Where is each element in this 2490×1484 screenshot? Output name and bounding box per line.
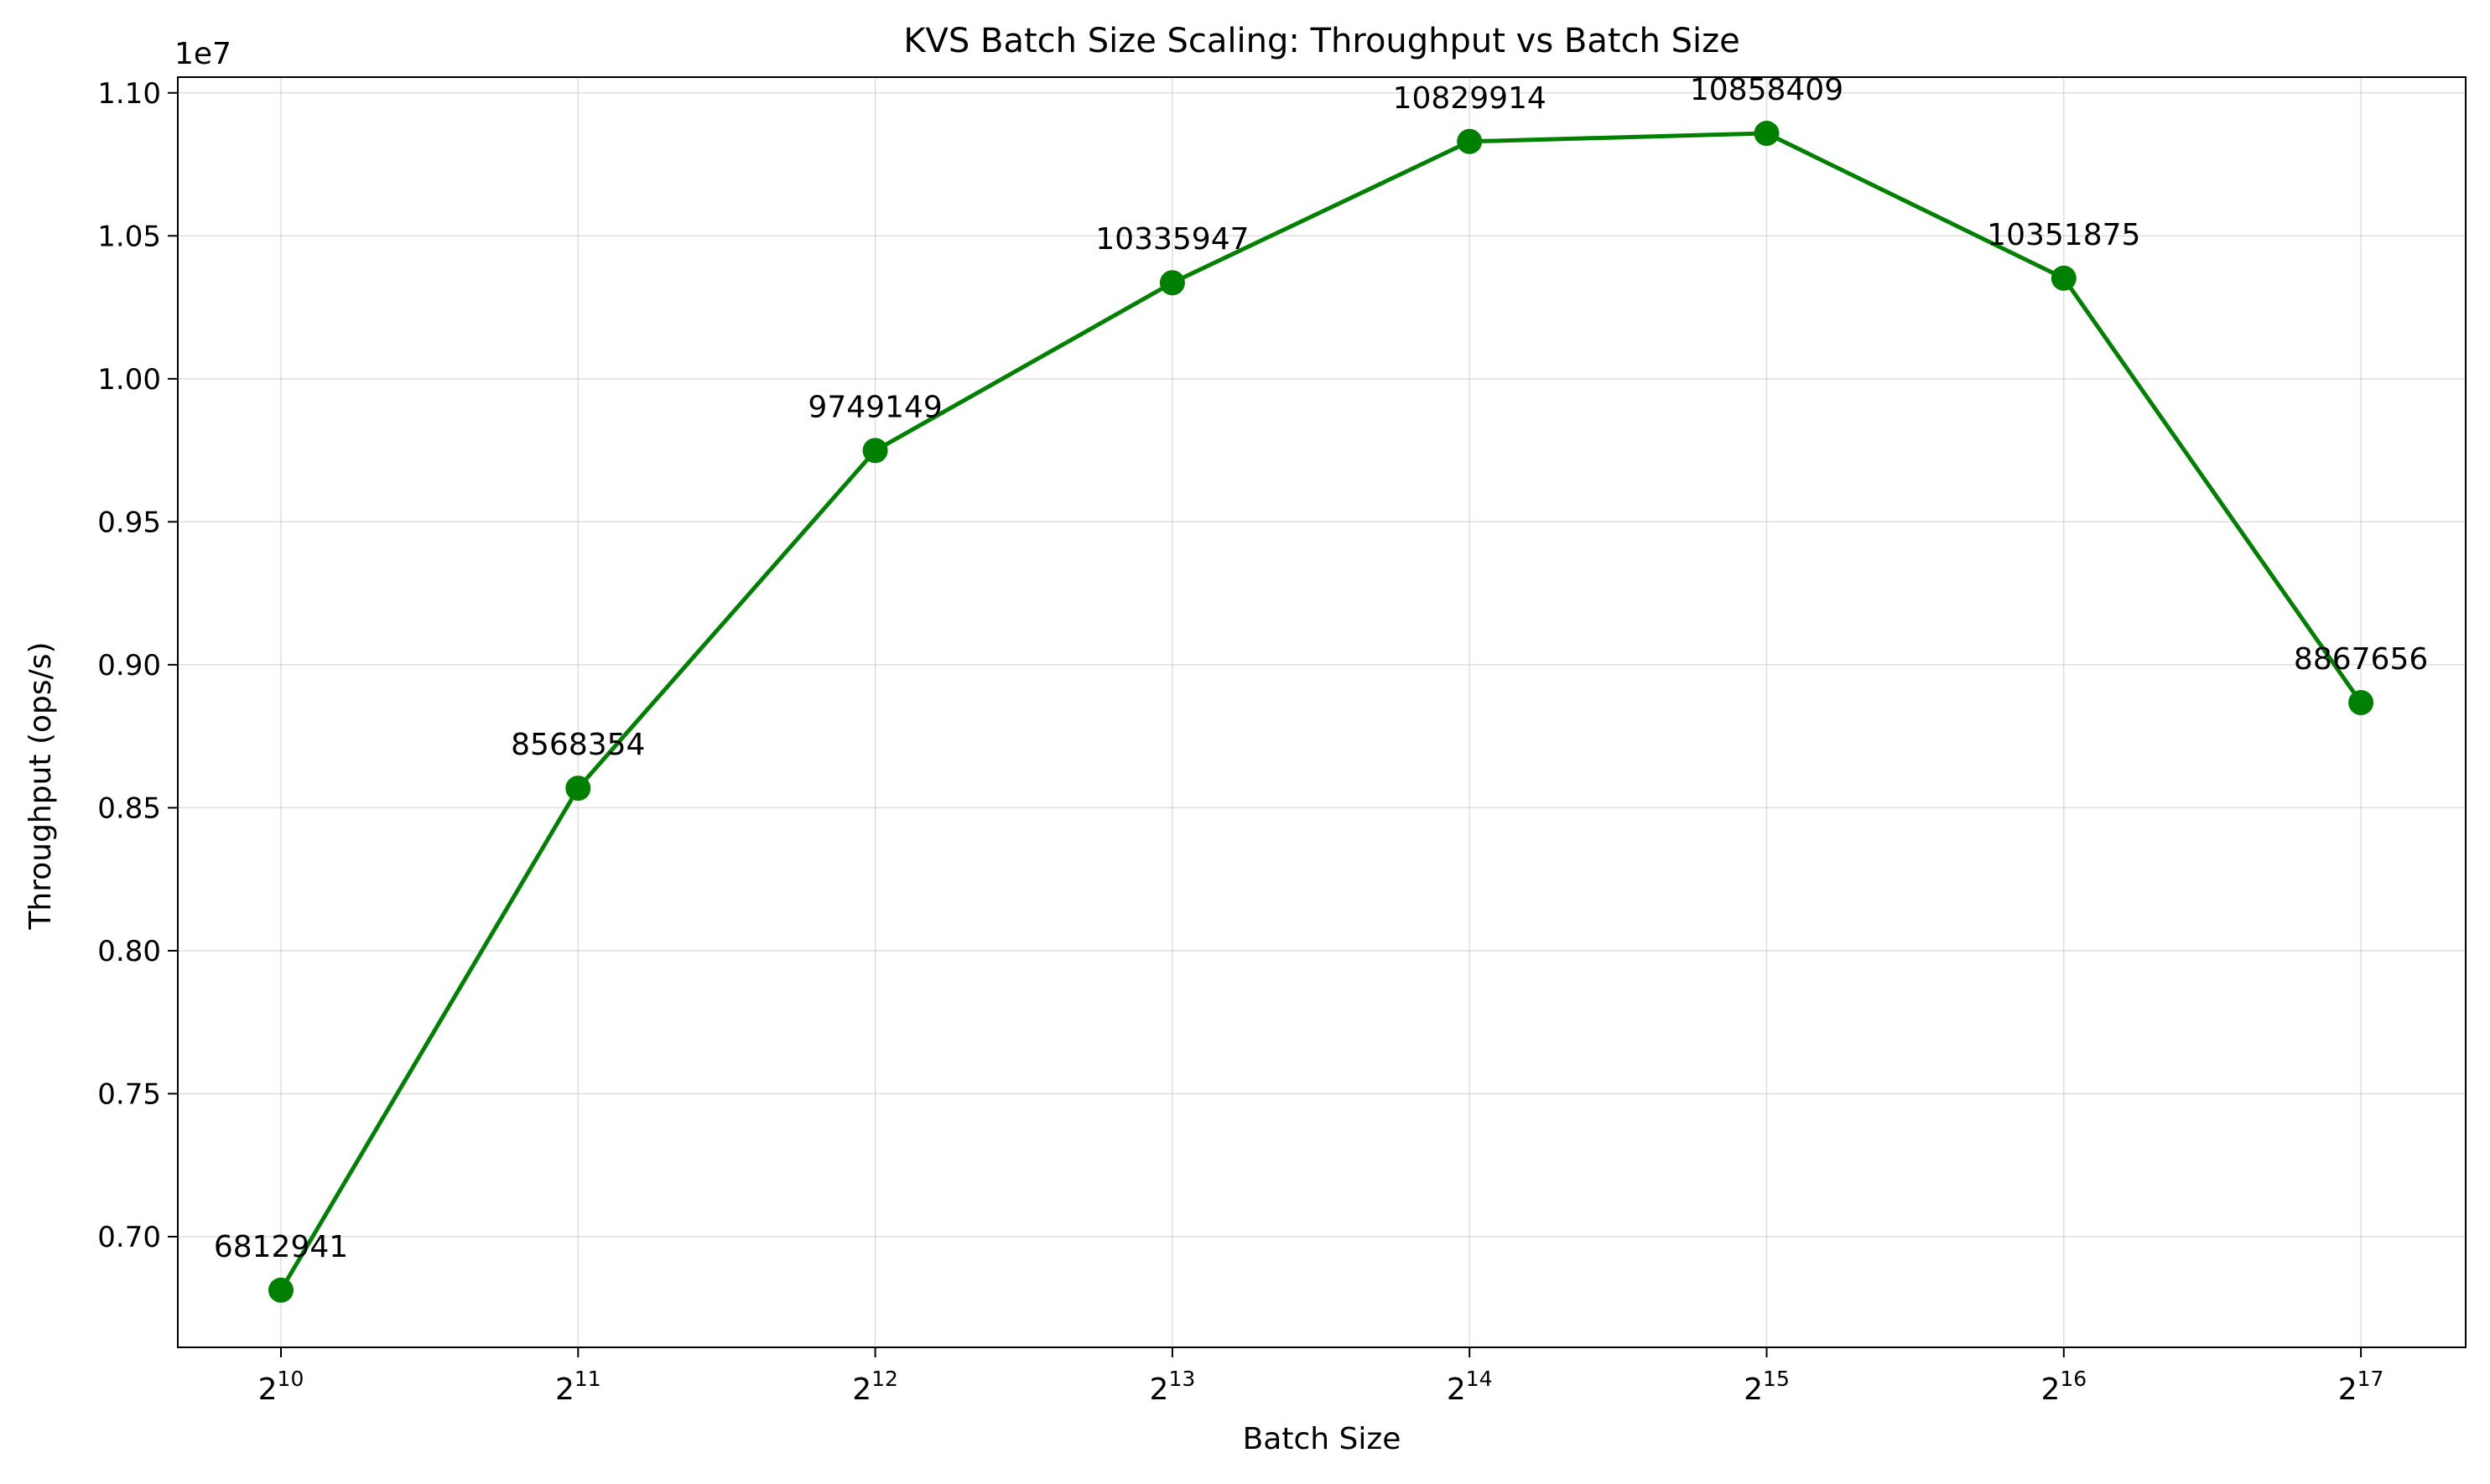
data-label: 6812941 <box>214 1230 348 1264</box>
x-tick-label: 217 <box>2338 1367 2384 1407</box>
data-point <box>268 1277 294 1303</box>
x-tick-label: 213 <box>1150 1367 1196 1407</box>
x-tick-label: 211 <box>555 1367 601 1407</box>
axis-ticks: 0.70 0.75 0.80 0.85 0.90 0.95 1.00 1.05 1.10 210 2… <box>97 77 2383 1407</box>
data-point <box>2348 690 2374 716</box>
y-axis-label: Throughput (ops/s) <box>23 641 58 930</box>
data-point <box>1159 270 1185 296</box>
data-point <box>565 776 591 802</box>
y-tick-label: 0.90 <box>97 649 161 682</box>
series-line <box>278 131 2363 1293</box>
y-tick-label: 1.10 <box>97 77 161 111</box>
data-label: 10351875 <box>1987 218 2140 252</box>
x-tick-label: 214 <box>1447 1367 1493 1407</box>
data-point <box>2051 265 2077 291</box>
data-point <box>862 438 888 464</box>
data-point <box>1457 128 1483 154</box>
data-label: 10829914 <box>1393 81 1547 116</box>
data-label: 9749149 <box>808 390 942 424</box>
x-tick-label: 216 <box>2040 1367 2087 1407</box>
chart-title: KVS Batch Size Scaling: Throughput vs Ba… <box>903 22 1739 60</box>
y-tick-label: 0.80 <box>97 935 161 968</box>
data-label: 10335947 <box>1095 222 1249 257</box>
plot-frame <box>177 76 2467 1348</box>
x-tick-label: 212 <box>852 1367 898 1407</box>
y-tick-label: 0.70 <box>97 1221 161 1254</box>
y-tick-label: 0.75 <box>97 1077 161 1111</box>
data-label: 10858409 <box>1690 73 1843 107</box>
gridlines <box>178 77 2466 1347</box>
y-tick-label: 1.05 <box>97 220 161 253</box>
series-throughput <box>268 121 2374 1303</box>
data-label: 8867656 <box>2294 642 2428 677</box>
y-tick-label: 0.95 <box>97 506 161 539</box>
x-axis-label: Batch Size <box>1243 1422 1401 1456</box>
y-tick-label: 0.85 <box>97 791 161 825</box>
x-tick-label: 210 <box>258 1367 304 1407</box>
data-label: 8568354 <box>511 728 645 762</box>
x-tick-label: 215 <box>1744 1367 1790 1407</box>
data-point <box>1754 121 1780 147</box>
y-tick-label: 1.00 <box>97 363 161 397</box>
y-axis-offset-label: 1e7 <box>174 37 231 71</box>
data-labels: 6812941 8568354 9749149 10335947 10829914 108… <box>214 73 2428 1264</box>
